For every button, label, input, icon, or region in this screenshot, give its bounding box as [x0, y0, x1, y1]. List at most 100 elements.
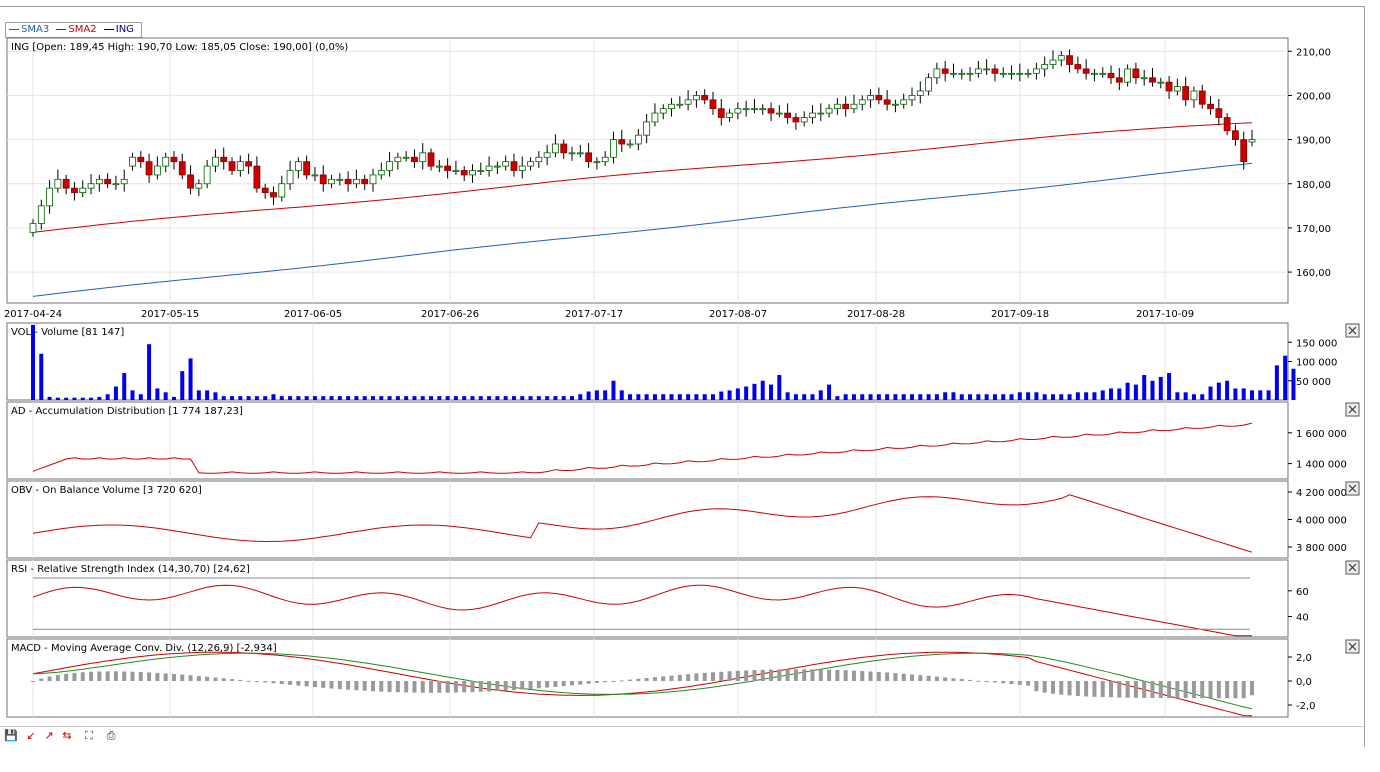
volume-bar [619, 390, 624, 400]
volume-bar [868, 394, 873, 400]
candle-body [535, 156, 543, 163]
candle-body [933, 68, 941, 79]
volume-bar [752, 383, 757, 400]
volume-bar [1100, 390, 1105, 400]
macd-histogram-bar [113, 671, 118, 681]
candle-body [634, 134, 642, 145]
zoom-in-icon[interactable]: ↙ [26, 729, 36, 742]
candle-body [543, 152, 551, 158]
volume-bar [586, 391, 591, 400]
volume-bar [1291, 368, 1296, 400]
candle-body [659, 108, 667, 114]
candle-body [377, 170, 385, 176]
volume-panel [6, 322, 1289, 401]
volume-bar [296, 396, 301, 400]
candle-body [162, 156, 170, 167]
candle-body [87, 183, 95, 189]
macd-histogram-bar [611, 681, 616, 682]
volume-bar [628, 394, 633, 400]
candle-body [941, 68, 949, 74]
macd-histogram-bar [1067, 681, 1072, 696]
price-panel [6, 37, 1289, 304]
macd-histogram-bar [511, 681, 516, 691]
candle-body [842, 103, 850, 110]
candle-body [236, 161, 244, 171]
candle-body [37, 205, 45, 224]
macd-histogram-bar [1233, 681, 1238, 699]
candle-body [1008, 72, 1015, 75]
macd-histogram-bar [47, 676, 52, 681]
candle-body [46, 187, 53, 207]
volume-bar [395, 396, 400, 400]
candle-body [709, 99, 717, 110]
macd-histogram-bar [984, 681, 989, 682]
sma2-line [32, 122, 1253, 233]
macd-histogram-bar [1084, 681, 1089, 697]
volume-bar [1059, 394, 1064, 400]
volume-bar [1067, 394, 1072, 400]
candle-body [800, 117, 808, 123]
macd-histogram-bar [180, 674, 185, 681]
macd-histogram-bar [329, 681, 334, 689]
candle-body [469, 170, 476, 176]
candle-body [419, 152, 427, 163]
volume-bar [835, 396, 840, 400]
close-macd-panel-button[interactable] [1345, 639, 1360, 654]
close-ad-panel-button[interactable] [1345, 402, 1360, 417]
macd-histogram-bar [39, 678, 44, 681]
candle-body [1232, 130, 1239, 140]
zoom-out-icon[interactable]: ↗ [44, 729, 54, 742]
macd-histogram-bar [1241, 681, 1246, 699]
macd-histogram-bar [553, 681, 558, 687]
legend-label: SMA3 [21, 24, 50, 35]
volume-bar [694, 394, 699, 400]
candle-body [552, 143, 559, 154]
legend-item-sma3: SMA3 [9, 23, 49, 37]
volume-bar [1125, 382, 1130, 400]
macd-histogram-bar [901, 673, 906, 681]
macd-histogram-bar [619, 680, 624, 682]
macd-histogram-bar [769, 669, 774, 681]
close-rsi-panel-button[interactable] [1345, 560, 1360, 575]
volume-bar [304, 396, 309, 400]
candle-body [1132, 68, 1140, 79]
volume-bar [55, 397, 60, 400]
volume-bar [64, 397, 69, 400]
macd-histogram-bar [321, 681, 326, 688]
print-icon[interactable]: ⎙ [106, 729, 116, 742]
macd-histogram-bar [536, 681, 541, 689]
macd-histogram-bar [876, 671, 881, 681]
x-tick-label: 2017-07-17 [565, 309, 623, 320]
candle-body [71, 187, 78, 193]
volume-panel-title: VOL - Volume [81 147] [11, 327, 124, 338]
volume-bar [851, 394, 856, 400]
volume-bar [843, 394, 848, 400]
volume-bar [1183, 392, 1188, 400]
volume-bar [370, 396, 375, 400]
volume-bar [1092, 392, 1097, 400]
macd-histogram-bar [570, 681, 575, 686]
macd-histogram-bar [31, 681, 35, 682]
macd-histogram-bar [752, 670, 757, 681]
macd-histogram-bar [959, 679, 964, 681]
volume-bar [918, 394, 923, 400]
candle-body [1124, 68, 1132, 83]
close-volume-panel-button[interactable] [1345, 323, 1360, 338]
candle-body [610, 139, 617, 158]
ad-panel [6, 401, 1289, 480]
macd-histogram-bar [346, 681, 351, 690]
volume-bar [1142, 374, 1147, 400]
candle-body [386, 161, 393, 171]
y-tick-label: 3 800 000 [1296, 543, 1347, 554]
volume-bar [1026, 392, 1031, 400]
volume-bar [893, 394, 898, 400]
save-icon[interactable]: 💾 [4, 729, 18, 742]
legend-item-sma2: SMA2 [56, 23, 97, 37]
candle-body [1190, 90, 1198, 101]
zoom-reset-icon[interactable]: ⇆ [62, 729, 72, 742]
candle-body [344, 178, 352, 185]
fit-icon[interactable]: ⛶ [85, 729, 93, 742]
macd-histogram-bar [221, 678, 226, 681]
close-obv-panel-button[interactable] [1345, 481, 1360, 496]
macd-histogram-bar [1175, 681, 1180, 699]
